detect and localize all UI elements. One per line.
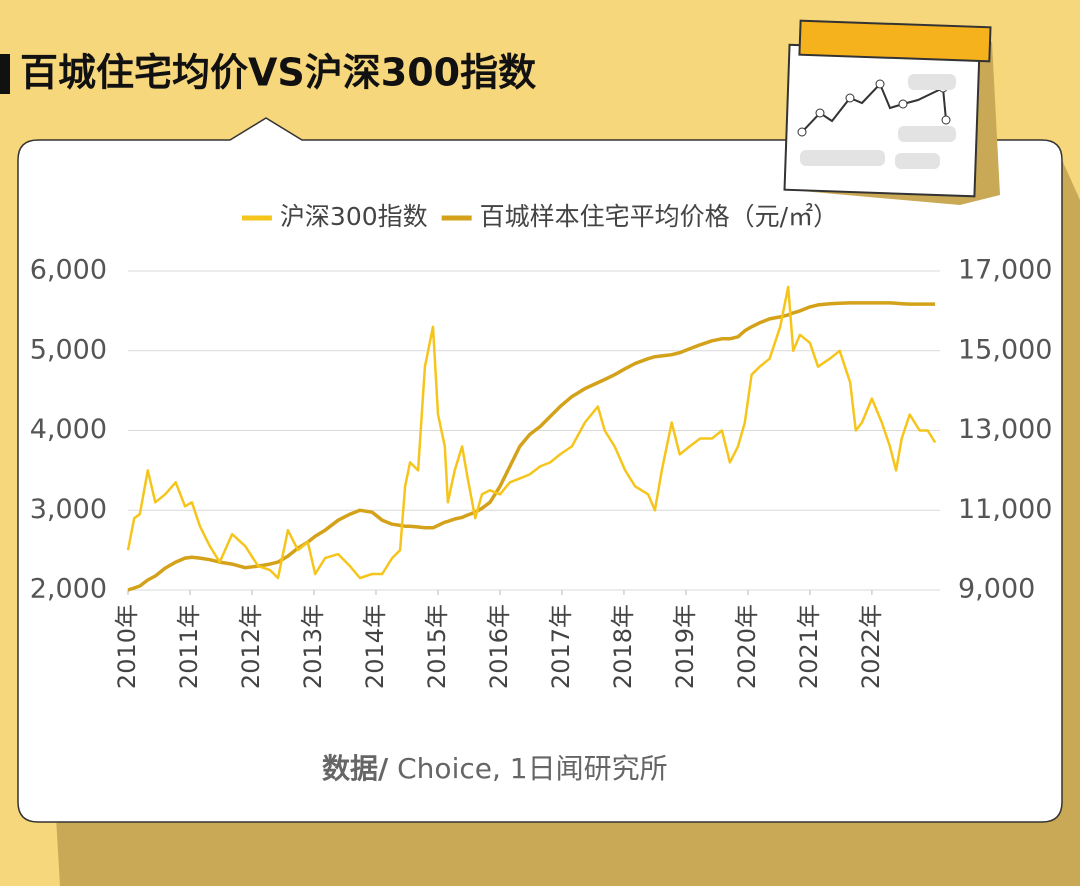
y2-tick-label: 13,000 [958,414,1052,445]
x-tick-label: 2017年 [547,604,575,689]
y-tick-label: 5,000 [30,334,107,365]
x-tick-label: 2020年 [733,604,761,689]
source: 数据/ Choice, 1日闻研究所 [322,752,668,785]
series-line [126,285,937,580]
title-marker [0,54,10,94]
y2-tick-label: 15,000 [958,334,1052,365]
x-tick-label: 2012年 [237,604,265,689]
y2-tick-label: 11,000 [958,494,1052,525]
y-tick-label: 3,000 [30,494,107,525]
legend: 沪深300指数 百城样本住宅平均价格（元/㎡） [241,202,838,231]
x-tick-label: 2013年 [299,604,327,689]
y-tick-label: 2,000 [30,574,107,605]
x-tick-label: 2011年 [175,604,203,689]
y2-tick-label: 17,000 [958,255,1052,286]
legend-label: 沪深300指数 [280,202,428,231]
x-tick-label: 2021年 [795,604,823,689]
source-text: Choice, 1日闻研究所 [388,752,667,785]
source-label: 数据/ [322,752,389,785]
x-tick-label: 2019年 [671,604,699,689]
chart-title: 百城住宅均价VS沪深300指数 [20,51,536,95]
x-tick-label: 2022年 [857,604,885,689]
y-tick-label: 6,000 [30,255,107,286]
x-tick-label: 2018年 [609,604,637,689]
y2-tick-label: 9,000 [958,574,1035,605]
card [17,117,1063,823]
x-tick-label: 2010年 [113,604,141,689]
calendar-icon [783,19,1000,205]
x-tick-label: 2014年 [361,604,389,689]
y-tick-label: 4,000 [30,414,107,445]
x-tick-label: 2015年 [423,604,451,689]
series-line [127,301,936,592]
x-tick-label: 2016年 [485,604,513,689]
legend-label: 百城样本住宅平均价格（元/㎡） [480,202,838,231]
